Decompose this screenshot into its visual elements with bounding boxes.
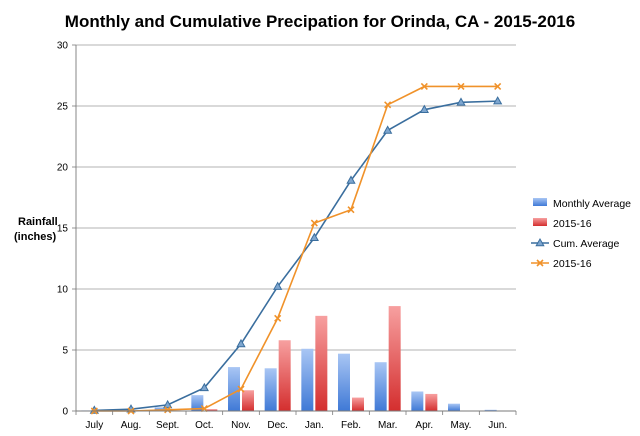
axes	[72, 44, 517, 415]
y-tick-label: 30	[57, 41, 69, 52]
bar-series	[81, 306, 497, 411]
x-tick-label: July	[85, 420, 103, 431]
grid-lines	[76, 44, 516, 351]
bar-2015-16	[352, 397, 364, 411]
point-2015-16-cumulative	[274, 314, 282, 322]
point-2015-16-cumulative	[457, 82, 465, 91]
x-tick-label: Apr.	[415, 420, 433, 431]
bar-2015-16	[388, 306, 401, 411]
point-2015-16-cumulative	[310, 219, 318, 227]
y-axis-label-line2: (inches)	[14, 231, 57, 243]
point-cum-average	[383, 125, 393, 134]
point-2015-16-cumulative	[237, 385, 245, 393]
legend-label: 2015-16	[553, 218, 592, 230]
x-tick-label: Feb.	[341, 420, 361, 431]
y-tick-label: 25	[57, 102, 69, 113]
point-cum-average	[419, 104, 429, 113]
x-marker-stroke	[494, 82, 502, 91]
point-cum-average	[163, 399, 173, 409]
point-cum-average	[273, 281, 283, 290]
line-cum-average	[94, 100, 498, 412]
legend-label: Cum. Average	[553, 238, 620, 250]
point-2015-16-cumulative	[164, 406, 172, 414]
legend-label: 2015-16	[553, 258, 592, 270]
y-tick-label: 0	[62, 407, 68, 418]
x-marker-stroke	[347, 206, 355, 214]
point-cum-average	[456, 97, 466, 106]
point-cum-average	[493, 96, 503, 105]
x-tick-label: Mar.	[378, 420, 397, 431]
legend-label: Monthly Average	[553, 198, 631, 210]
legend: Monthly Average 2015-16 Cum. Average 2015-1…	[531, 198, 631, 270]
x-marker-stroke	[384, 101, 392, 109]
x-marker-stroke	[237, 385, 245, 393]
bar-2015-16	[278, 340, 291, 411]
x-marker-stroke	[420, 82, 428, 91]
line-series	[89, 82, 503, 415]
y-axis-label-line1: Rainfall	[18, 216, 58, 228]
bar-monthly-average	[264, 368, 277, 411]
bar-monthly-average	[228, 367, 240, 411]
x-marker-stroke	[164, 406, 172, 414]
bar-monthly-average	[484, 409, 497, 411]
legend-item: 2015-16	[531, 258, 592, 270]
bar-monthly-average	[191, 395, 204, 411]
y-tick-label: 10	[57, 285, 69, 296]
bar-2015-16	[242, 390, 254, 411]
point-cum-average	[236, 338, 246, 348]
x-tick-label: Jan.	[305, 420, 324, 431]
y-tick-label: 20	[57, 163, 69, 174]
x-tick-label: Nov.	[231, 420, 251, 431]
bar-2015-16	[315, 315, 328, 411]
legend-item: Cum. Average	[531, 237, 620, 250]
point-cum-average	[199, 382, 209, 392]
chart-title: Monthly and Cumulative Precipation for O…	[65, 12, 575, 31]
y-tick-label: 15	[57, 224, 69, 235]
y-tick-label: 5	[62, 346, 68, 357]
y-tick-labels: 0 5 10 15 20 25 30	[57, 41, 69, 418]
legend-marker	[535, 237, 545, 247]
point-2015-16-cumulative	[347, 206, 355, 214]
point-cum-average	[309, 232, 319, 242]
point-cum-average	[346, 175, 356, 184]
x-marker-stroke	[457, 82, 465, 91]
legend-marker	[536, 259, 544, 267]
legend-swatch	[533, 198, 547, 206]
point-2015-16-cumulative	[384, 101, 392, 109]
legend-item: Monthly Average	[533, 198, 631, 210]
point-2015-16-cumulative	[494, 82, 502, 91]
bar-2015-16	[205, 409, 218, 411]
bar-monthly-average	[154, 407, 167, 411]
legend-item: 2015-16	[533, 218, 592, 230]
bar-monthly-average	[301, 348, 314, 411]
bar-2015-16	[425, 393, 438, 411]
x-tick-labels: July Aug. Sept. Oct. Nov. Dec. Jan. Feb. Mar. Apr…	[85, 420, 507, 431]
x-tick-label: Sept.	[156, 420, 179, 431]
x-marker-stroke	[310, 219, 318, 227]
x-tick-label: Dec.	[267, 420, 288, 431]
point-2015-16-cumulative	[420, 82, 428, 91]
bar-monthly-average	[338, 353, 350, 411]
bar-monthly-average	[411, 391, 424, 411]
x-marker-stroke	[274, 314, 282, 322]
legend-swatch	[533, 218, 547, 226]
x-tick-label: Jun.	[488, 420, 507, 431]
line-2015-16-cumulative	[94, 85, 498, 412]
x-tick-label: May.	[451, 420, 472, 431]
bar-monthly-average	[374, 362, 387, 411]
x-tick-label: Aug.	[121, 420, 142, 431]
x-tick-label: Oct.	[195, 420, 213, 431]
bar-monthly-average	[448, 403, 460, 411]
